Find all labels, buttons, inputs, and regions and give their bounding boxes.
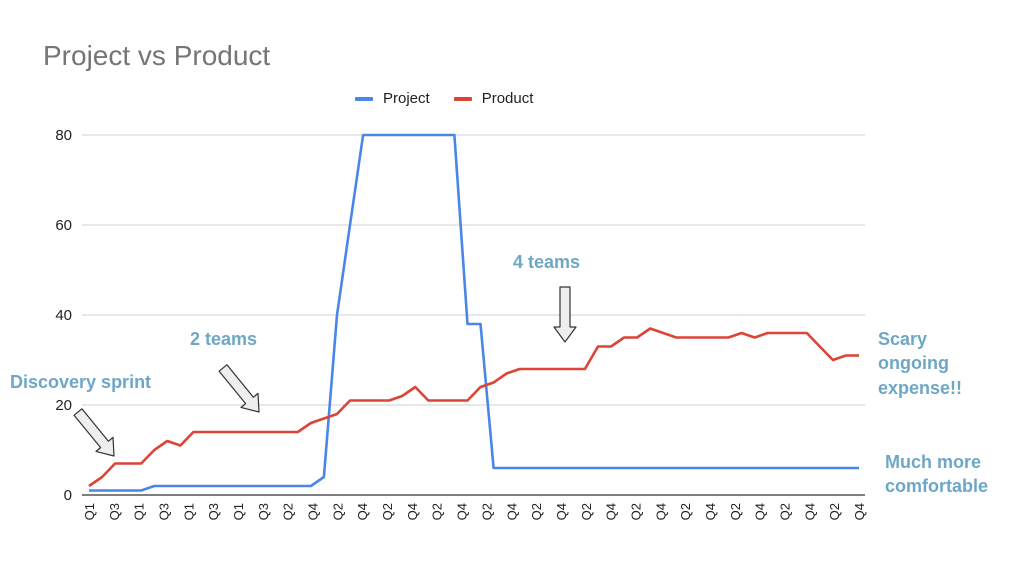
x-tick-label: Q2	[579, 503, 594, 520]
annotation-four-teams: 4 teams	[513, 252, 581, 272]
x-tick-label: Q2	[430, 503, 445, 520]
x-tick-label: Q2	[728, 503, 743, 520]
annotation-arrows	[73, 286, 577, 457]
x-tick-label: Q2	[529, 503, 544, 520]
x-tick-label: Q3	[206, 503, 221, 520]
x-tick-label: Q2	[827, 503, 842, 520]
x-tick-label: Q3	[256, 503, 271, 520]
x-tick-label: Q1	[231, 503, 246, 520]
x-tick-label: Q2	[479, 503, 494, 520]
y-tick-label: 80	[55, 127, 72, 144]
x-tick-label: Q4	[802, 503, 817, 520]
annotation-discovery-sprint: Discovery sprint	[10, 372, 152, 392]
x-tick-label: Q2	[380, 503, 395, 520]
annotation-comfortable-line-2: comfortable	[885, 476, 989, 497]
x-tick-label: Q3	[107, 503, 122, 520]
y-tick-label: 60	[55, 217, 72, 234]
series-line-product	[88, 327, 859, 488]
series-line-project	[89, 133, 859, 492]
arrow-icon-four-teams	[553, 286, 577, 343]
x-tick-label: Q1	[82, 503, 97, 520]
x-tick-label: Q4	[753, 503, 768, 520]
legend-item-project[interactable]: Project	[355, 90, 430, 107]
legend-label-project: Project	[383, 90, 430, 107]
x-tick-label: Q1	[132, 503, 147, 520]
x-tick-label: Q2	[777, 503, 792, 520]
annotation-scary-line-3: expense!!	[878, 377, 963, 398]
gridlines	[82, 134, 865, 496]
legend-label-product: Product	[481, 90, 534, 107]
x-tick-label: Q4	[306, 503, 321, 520]
x-tick-label: Q4	[405, 503, 420, 520]
x-tick-label: Q4	[455, 503, 470, 520]
arrow-icon-two-teams	[218, 364, 260, 413]
y-tick-label: 20	[55, 397, 72, 414]
x-axis-ticks: Q1 Q3 Q1 Q3 Q1 Q3 Q1 Q3 Q2 Q4 Q2 Q4 Q2 Q4 Q2 Q4 Q2 Q4 Q2 Q4…	[82, 503, 867, 520]
x-tick-label: Q2	[330, 503, 345, 520]
x-tick-label: Q4	[554, 503, 569, 520]
annotation-two-teams: 2 teams	[190, 329, 258, 349]
x-tick-label: Q4	[604, 503, 619, 520]
y-axis-ticks: 0 20 40 60 80	[55, 127, 72, 504]
annotation-much-more-comfortable: Much more comfortable	[885, 450, 988, 499]
y-tick-label: 0	[64, 487, 72, 504]
x-tick-label: Q2	[281, 503, 296, 520]
annotation-comfortable-line-1: Much more	[885, 452, 982, 472]
x-tick-label: Q3	[157, 503, 172, 520]
y-tick-label: 40	[55, 307, 72, 324]
legend-swatch-project	[355, 96, 373, 101]
arrow-icon-discovery	[73, 408, 115, 457]
legend-item-product[interactable]: Product	[453, 90, 534, 107]
x-tick-label: Q4	[653, 503, 668, 520]
legend-swatch-product	[453, 96, 472, 101]
x-tick-label: Q2	[678, 503, 693, 520]
annotation-scary-line-1: Scary	[878, 329, 928, 349]
series-lines	[88, 133, 859, 492]
x-tick-label: Q2	[628, 503, 643, 520]
x-tick-label: Q4	[355, 503, 370, 520]
annotation-scary-line-2: ongoing	[878, 353, 949, 374]
chart-title: Project vs Product	[43, 40, 271, 71]
x-tick-label: Q4	[703, 503, 718, 520]
legend: Project Product	[355, 90, 533, 107]
annotation-scary-expense: Scary ongoing expense!!	[878, 327, 962, 400]
x-tick-label: Q1	[181, 503, 196, 520]
x-tick-label: Q4	[504, 503, 519, 520]
x-tick-label: Q4	[852, 503, 867, 520]
